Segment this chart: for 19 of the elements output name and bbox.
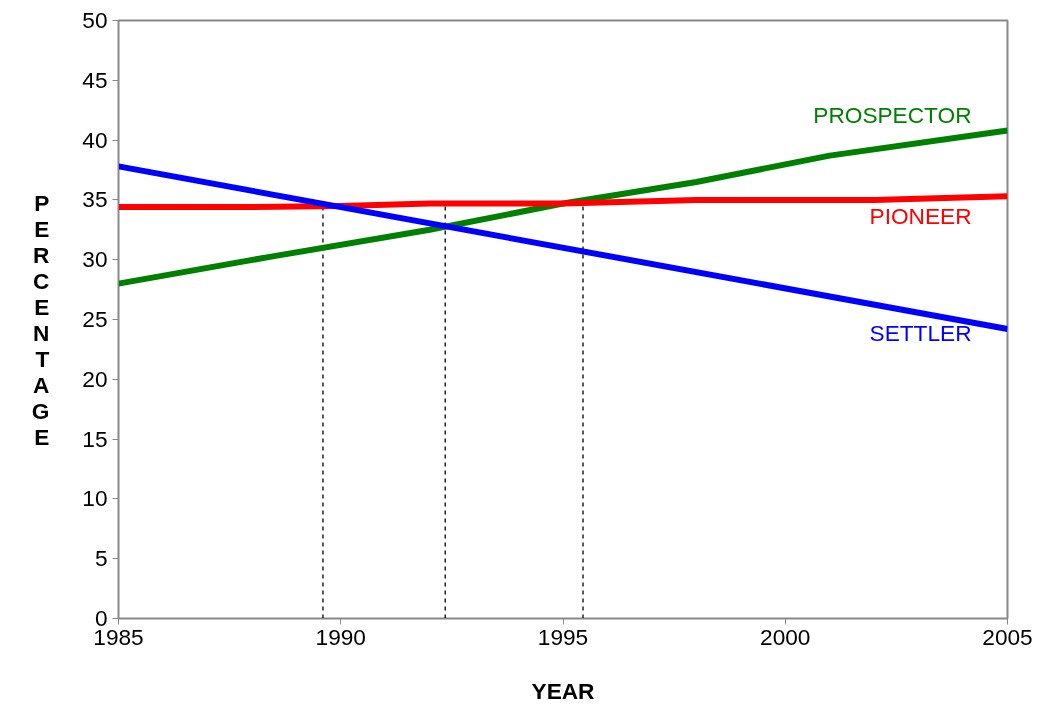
y-tick-label: 50	[82, 7, 108, 33]
y-tick-label: 25	[82, 306, 108, 332]
y-tick-label: 20	[82, 365, 108, 392]
x-tick-label: 2005	[982, 623, 1033, 650]
y-tick-label: 15	[82, 425, 108, 452]
y-tick-label: 5	[94, 545, 108, 572]
y-tick-label: 35	[82, 186, 108, 213]
y-tick-label: 45	[82, 66, 108, 93]
x-axis-title: YEAR	[531, 677, 595, 704]
y-tick-label: 40	[82, 126, 108, 153]
series-label: PIONEER	[869, 203, 972, 230]
x-tick-label: 2000	[760, 623, 811, 650]
x-tick-label: 1995	[537, 623, 589, 650]
text: PERCENTAGE	[31, 189, 50, 450]
x-tick-label: 1990	[315, 623, 366, 650]
y-tick-label: 10	[82, 485, 108, 512]
series-label: PROSPECTOR	[813, 101, 972, 128]
y-tick-label: 30	[82, 246, 108, 273]
series-label: SETTLER	[869, 320, 972, 347]
